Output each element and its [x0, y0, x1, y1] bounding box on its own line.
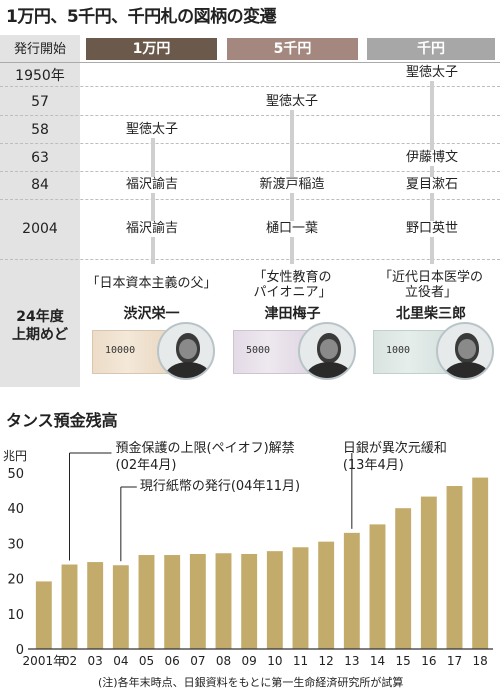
bar-10: [266, 551, 283, 649]
x-tick-label: 18: [473, 654, 488, 668]
slogan: パイオニア」: [253, 285, 332, 300]
portrait-name: 樋口一葉: [252, 221, 332, 237]
bar-15: [395, 508, 412, 649]
portrait-name: 野口英世: [392, 221, 472, 237]
row-divider: [0, 199, 500, 200]
portrait-name: 夏目漱石: [392, 177, 472, 193]
bar-16: [420, 496, 437, 649]
x-tick-label: 04: [113, 654, 128, 668]
future-portrait-name: 北里柴三郎: [396, 306, 466, 322]
x-tick-label: 16: [421, 654, 436, 668]
portrait-medallion-icon: [436, 322, 494, 380]
year-label: 2004: [22, 221, 58, 237]
portrait-medallion-icon: [157, 322, 215, 380]
row-divider: [0, 62, 500, 63]
chart-title: タンス預金残高: [6, 411, 118, 430]
x-tick-label: 06: [165, 654, 180, 668]
column-header-10000yen: 1万円: [86, 38, 217, 60]
x-tick-label: 13: [344, 654, 359, 668]
bar-12: [318, 541, 335, 649]
portrait-name: 福沢諭吉: [112, 177, 192, 193]
year-header: 発行開始: [13, 42, 66, 57]
annotation-date: (13年4月): [343, 458, 404, 473]
bar-14: [369, 524, 386, 649]
y-tick-label: 10: [7, 608, 24, 623]
x-tick-label: 07: [190, 654, 205, 668]
x-tick-label: 09: [242, 654, 257, 668]
year-label: 63: [31, 150, 49, 166]
portrait-name: 福沢諭吉: [112, 221, 192, 237]
note-value: 1000: [386, 345, 411, 356]
year-label: 84: [31, 177, 49, 193]
continuity-bar: [430, 73, 434, 264]
footnote: (注)各年末時点、日銀資料をもとに第一生命経済研究所が試算: [98, 676, 404, 689]
bar-13: [343, 532, 360, 649]
bar-18: [472, 477, 489, 649]
note-value: 5000: [246, 345, 271, 356]
continuity-bar: [151, 129, 155, 264]
page-title: 1万円、5千円、千円札の図柄の変遷: [6, 7, 277, 27]
future-period-line2: 上期めど: [12, 327, 68, 343]
year-label: 57: [31, 94, 49, 110]
x-tick-label: 17: [447, 654, 462, 668]
y-axis-unit-label: 兆円: [3, 449, 27, 463]
portrait-name: 聖徳太子: [252, 94, 332, 110]
year-column-background: [0, 35, 80, 387]
slogan: 「近代日本医学の: [378, 270, 483, 285]
portrait-name: 伊藤博文: [392, 150, 472, 166]
bar-2001年: [35, 581, 52, 649]
x-tick-label: 03: [88, 654, 103, 668]
bar-05: [138, 555, 155, 649]
row-divider: [0, 171, 500, 172]
y-tick-label: 50: [7, 467, 24, 482]
year-label: 1950年: [15, 68, 65, 84]
y-tick-label: 0: [16, 643, 24, 658]
x-tick-label: 05: [139, 654, 154, 668]
slogan: 立役者」: [404, 285, 457, 300]
x-tick-label: 2001年: [23, 654, 66, 668]
portrait-name: 聖徳太子: [112, 122, 192, 138]
y-tick-label: 20: [7, 573, 24, 588]
x-tick-label: 15: [396, 654, 411, 668]
year-label: 58: [31, 122, 49, 138]
annotation-text: 預金保護の上限(ペイオフ)解禁: [116, 440, 295, 456]
bar-08: [215, 553, 232, 649]
future-period-line1: 24年度: [16, 309, 64, 325]
bar-09: [241, 553, 258, 649]
y-tick-label: 40: [7, 502, 24, 517]
slogan: 「女性教育の: [253, 270, 332, 285]
x-tick-label: 14: [370, 654, 385, 668]
bar-06: [164, 555, 181, 649]
bar-11: [292, 547, 309, 649]
bar-03: [87, 562, 104, 649]
portrait-name: 聖徳太子: [392, 65, 472, 81]
x-tick-label: 11: [293, 654, 308, 668]
annotation-text: 現行紙幣の発行(04年11月): [140, 479, 300, 494]
portrait-name: 新渡戸稲造: [247, 177, 337, 193]
annotation-date: (02年4月): [116, 458, 177, 473]
x-tick-label: 10: [267, 654, 282, 668]
y-tick-label: 30: [7, 537, 24, 552]
x-tick-label: 08: [216, 654, 231, 668]
column-header-5000yen: 5千円: [227, 38, 358, 60]
bar-04: [112, 565, 129, 649]
column-header-1000yen: 千円: [367, 38, 495, 60]
row-divider: [0, 86, 500, 87]
portrait-medallion-icon: [298, 322, 356, 380]
slogan: 「日本資本主義の父」: [86, 276, 217, 291]
future-portrait-name: 渋沢栄一: [123, 306, 180, 322]
note-value: 10000: [105, 345, 136, 356]
row-divider: [0, 115, 500, 116]
row-divider: [0, 259, 500, 260]
bar-17: [446, 486, 463, 649]
future-portrait-name: 津田梅子: [264, 306, 321, 322]
row-divider: [0, 143, 500, 144]
x-tick-label: 12: [319, 654, 334, 668]
x-tick-label: 02: [62, 654, 77, 668]
bar-07: [189, 553, 206, 649]
bar-02: [61, 564, 78, 649]
annotation-text: 日銀が異次元緩和: [343, 440, 447, 456]
